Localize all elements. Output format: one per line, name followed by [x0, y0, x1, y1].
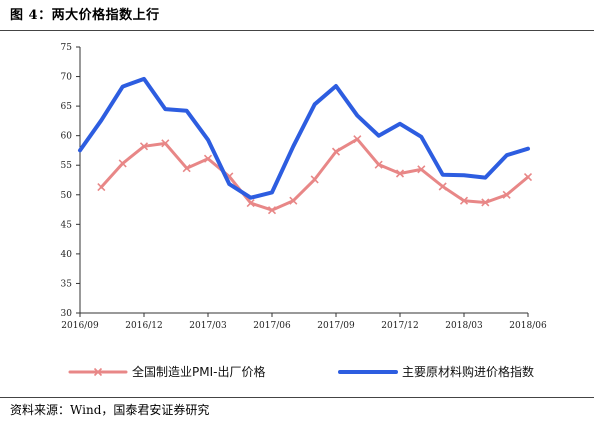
series-1-point	[97, 183, 106, 192]
series-1-point	[203, 154, 213, 163]
x-tick-label: 2016/09	[61, 321, 99, 331]
legend-label-1: 全国制造业PMI-出厂价格	[132, 364, 265, 379]
series-1-point	[374, 160, 383, 169]
series-1-point	[182, 164, 191, 173]
y-tick-label: 70	[61, 73, 73, 83]
x-tick-label: 2017/09	[317, 321, 355, 331]
y-tick-label: 60	[61, 132, 73, 142]
series-1-point	[246, 198, 255, 208]
series-1-point	[331, 147, 341, 156]
x-tick-label: 2018/03	[445, 321, 483, 331]
series-1-point	[353, 135, 362, 144]
x-tick-label: 2018/06	[509, 321, 547, 331]
series-1-point	[139, 142, 149, 151]
series-1-point	[289, 196, 298, 205]
series-1-point	[118, 159, 127, 168]
series-1-point	[523, 172, 533, 182]
series-line-2	[78, 76, 530, 200]
series-1-point	[481, 198, 490, 207]
y-tick-label: 30	[61, 309, 73, 319]
y-tick-label: 50	[61, 191, 73, 201]
y-tick-label: 35	[61, 279, 73, 289]
series-1-point	[267, 206, 277, 215]
legend-label-2: 主要原材料购进价格指数	[402, 364, 534, 379]
legend-marker-1	[93, 367, 103, 377]
y-tick-label: 75	[61, 43, 73, 53]
figure-title: 图 4：两大价格指数上行	[10, 8, 160, 23]
y-tick-label: 55	[61, 161, 73, 171]
x-tick-label: 2016/12	[125, 321, 162, 331]
x-tick-label: 2017/06	[253, 321, 291, 331]
source-note: 资料来源：Wind，国泰君安证券研究	[10, 403, 210, 417]
x-tick-label: 2017/12	[381, 321, 418, 331]
series-1-point	[459, 196, 469, 205]
series-1-point	[395, 169, 405, 178]
series-1-point	[310, 175, 319, 184]
series-1-point	[161, 139, 170, 148]
y-tick-label: 65	[61, 102, 73, 112]
series-1-point	[417, 165, 426, 174]
y-tick-label: 45	[61, 220, 73, 230]
source-divider	[0, 397, 594, 398]
x-tick-label: 2017/03	[189, 321, 227, 331]
series-1-point	[502, 190, 511, 199]
series-1-point	[438, 182, 447, 191]
y-tick-label: 40	[61, 250, 73, 260]
title-divider	[0, 30, 594, 31]
